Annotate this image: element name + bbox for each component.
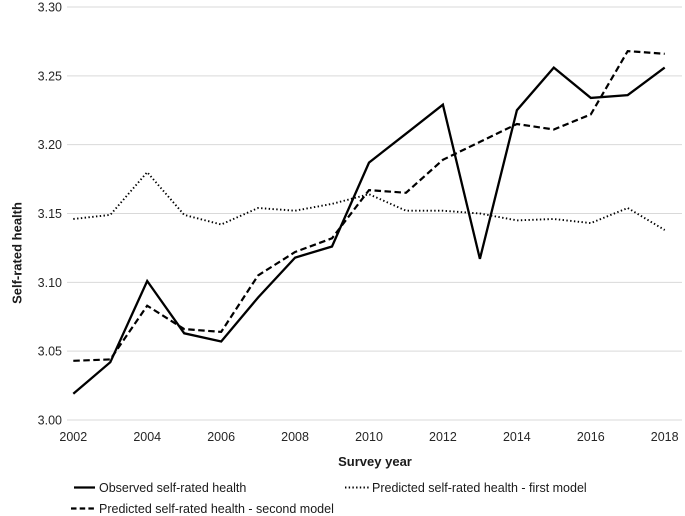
y-tick-label: 3.00 [38, 414, 62, 428]
x-tick-label: 2016 [577, 430, 605, 444]
y-tick-label: 3.25 [38, 69, 62, 83]
y-axis-title: Self-rated health [9, 202, 25, 304]
series-line-first-model [73, 170, 666, 231]
y-tick-label: 3.15 [38, 207, 62, 221]
legend-item-first-model: Predicted self-rated health - first mode… [345, 480, 587, 495]
dotted-line-icon [345, 486, 369, 489]
dashed-line-icon [71, 507, 96, 510]
legend-label-observed: Observed self-rated health [99, 480, 247, 495]
y-tick-label: 3.10 [38, 276, 62, 290]
x-tick-label: 2004 [133, 430, 161, 444]
x-tick-label: 2010 [355, 430, 383, 444]
legend-item-second-model: Predicted self-rated health - second mod… [71, 501, 334, 516]
solid-line-icon [74, 486, 95, 489]
x-tick-label: 2012 [429, 430, 457, 444]
x-tick-label: 2018 [651, 430, 679, 444]
x-tick-label: 2014 [503, 430, 531, 444]
legend-label-first-model: Predicted self-rated health - first mode… [372, 480, 587, 495]
x-axis-title: Survey year [338, 454, 412, 469]
y-tick-label: 3.05 [38, 345, 62, 359]
x-tick-label: 2008 [281, 430, 309, 444]
series-line-second-model [73, 49, 665, 362]
legend-item-observed: Observed self-rated health [73, 480, 246, 495]
y-tick-label: 3.30 [38, 1, 62, 15]
y-tick-label: 3.20 [38, 138, 62, 152]
legend-label-second-model: Predicted self-rated health - second mod… [99, 501, 334, 516]
series-line-observed [72, 66, 666, 395]
x-tick-label: 2002 [59, 430, 87, 444]
x-tick-label: 2006 [207, 430, 235, 444]
